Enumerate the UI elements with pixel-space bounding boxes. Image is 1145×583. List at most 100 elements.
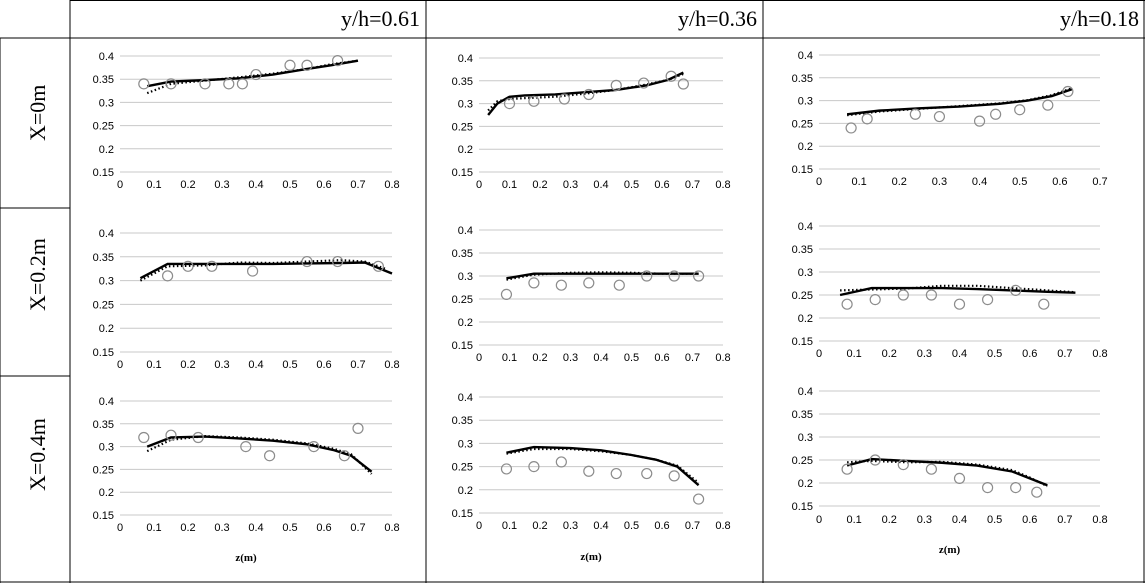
y-tick-label: 0.25 (93, 299, 114, 311)
y-tick-label: 0.35 (93, 419, 114, 431)
x-tick-label: 0.5 (282, 522, 297, 534)
data-point-circle (528, 95, 540, 107)
x-tick-label: 0.4 (593, 179, 608, 191)
x-tick-label: 0.2 (180, 522, 195, 534)
x-tick-label: 0.4 (593, 352, 608, 364)
x-tick-label: 0.5 (282, 359, 297, 371)
data-point-circle (247, 265, 259, 277)
data-point-circle (528, 461, 540, 473)
y-tick-label: 0.25 (93, 121, 114, 133)
x-tick-label: 0 (476, 352, 482, 364)
y-tick-label: 0.25 (452, 462, 473, 474)
y-tick-label: 0.35 (792, 244, 813, 256)
x-tick-label: 0.4 (593, 520, 608, 532)
x-tick-label: 0.3 (932, 176, 947, 188)
x-tick-label: 0.6 (316, 359, 331, 371)
y-tick-label: 0.3 (99, 97, 114, 109)
x-tick-label: 0.5 (624, 352, 639, 364)
solid-series-line (146, 59, 359, 88)
data-point-circle (138, 78, 150, 90)
data-point-circle (925, 289, 938, 301)
y-tick-label: 0.4 (458, 225, 473, 237)
x-tick-label: 0.4 (952, 348, 967, 360)
data-point-circle (555, 456, 567, 468)
x-axis-label: z(m) (939, 544, 961, 556)
data-point-circle (665, 70, 677, 82)
y-tick-label: 0.3 (99, 442, 114, 454)
y-tick-label: 0.3 (798, 96, 813, 108)
data-point-circle (301, 255, 313, 268)
data-point-circle (583, 88, 595, 101)
y-tick-label: 0.2 (458, 317, 473, 329)
solid-series-line (839, 286, 1076, 297)
y-tick-label: 0.4 (458, 392, 473, 404)
x-tick-label: 0.3 (563, 352, 578, 364)
data-point-circle (990, 108, 1002, 120)
y-tick-label: 0.35 (452, 415, 473, 427)
x-tick-label: 0.1 (846, 514, 861, 526)
x-tick-label: 0.6 (1052, 176, 1067, 188)
x-tick-label: 0.6 (316, 522, 331, 534)
data-point-circle (165, 78, 177, 90)
x-tick-label: 0.3 (563, 179, 578, 191)
x-tick-label: 0.8 (1092, 514, 1107, 526)
data-point-circle (925, 463, 938, 475)
data-point-circle (206, 260, 218, 272)
y-tick-label: 0.15 (792, 501, 813, 513)
x-tick-label: 0.1 (146, 522, 161, 534)
column-header-1: y/h=0.61 (340, 6, 420, 31)
data-point-circle (138, 431, 150, 444)
solid-series-line (139, 261, 393, 280)
data-point-circle (897, 289, 909, 301)
data-point-circle (583, 465, 595, 477)
y-tick-label: 0.3 (458, 438, 473, 450)
y-tick-label: 0.15 (93, 347, 114, 359)
data-point-circle (264, 450, 276, 462)
x-tick-label: 0.7 (685, 179, 700, 191)
y-tick-label: 0.35 (93, 74, 114, 86)
x-tick-label: 0.5 (987, 514, 1002, 526)
x-tick-label: 0.1 (851, 176, 866, 188)
data-point-circle (641, 270, 653, 282)
x-tick-label: 0.3 (917, 514, 932, 526)
data-point-circle (668, 270, 680, 282)
data-point-circle (500, 463, 513, 475)
x-tick-label: 0.5 (282, 179, 297, 191)
x-tick-label: 0.2 (180, 179, 195, 191)
x-tick-label: 0.7 (350, 179, 365, 191)
x-tick-label: 0.1 (502, 352, 517, 364)
x-tick-label: 0.6 (316, 179, 331, 191)
data-point-circle (236, 78, 248, 90)
x-tick-label: 0.4 (248, 522, 263, 534)
y-tick-label: 0.2 (99, 144, 114, 156)
data-point-circle (1062, 85, 1074, 98)
x-tick-label: 0.3 (214, 179, 229, 191)
data-point-circle (500, 288, 513, 300)
column-header-2: y/h=0.36 (677, 6, 757, 31)
dotted-series-line (146, 435, 373, 475)
y-tick-label: 0.3 (99, 276, 114, 288)
data-point-circle (503, 97, 516, 110)
x-tick-label: 0.7 (1057, 514, 1072, 526)
x-tick-label: 0 (476, 179, 482, 191)
x-tick-label: 0 (816, 176, 822, 188)
dotted-series-line (840, 284, 1076, 294)
data-point-circle (308, 441, 320, 453)
data-point-circle (555, 279, 567, 291)
y-tick-label: 0.2 (798, 141, 813, 153)
x-tick-label: 0.1 (502, 520, 517, 532)
y-tick-label: 0.4 (798, 50, 813, 62)
data-point-circle (869, 294, 881, 306)
x-tick-label: 0.3 (214, 359, 229, 371)
x-tick-label: 0.8 (715, 179, 730, 191)
y-tick-label: 0.25 (792, 118, 813, 130)
data-point-circle (861, 113, 873, 125)
data-point-circle (610, 467, 622, 480)
data-point-circle (692, 270, 705, 282)
data-point-circle (973, 115, 986, 127)
x-tick-label: 0 (816, 514, 822, 526)
x-tick-label: 0.4 (248, 179, 263, 191)
x-tick-label: 0.7 (1057, 348, 1072, 360)
